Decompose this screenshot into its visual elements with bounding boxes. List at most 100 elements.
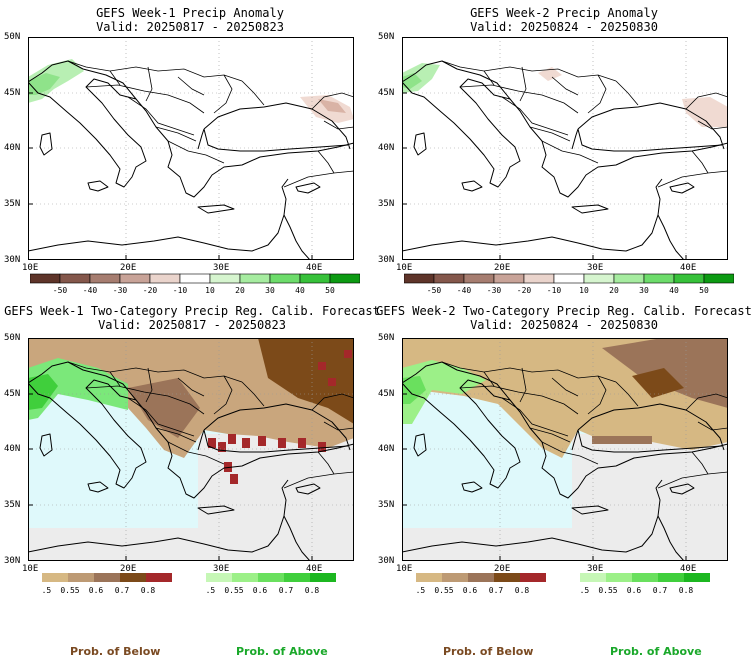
country-border [213,74,233,114]
map-week1-anomaly [28,37,354,260]
latitude-label: 45N [378,389,395,399]
cyprus-island [295,182,321,194]
country-border [85,385,205,415]
country-border [127,397,195,437]
anomaly-color-swatch [89,273,121,284]
anomaly-tick-label: -10 [547,286,562,295]
probability-tick-label: 0.55 [598,586,617,595]
anomaly-tick-label: -50 [427,286,442,295]
longitude-label: 20E [494,564,511,574]
africa-coastline [28,178,289,252]
probability-color-swatch [284,573,310,582]
probability-color-swatch [146,573,172,582]
country-border [459,84,579,114]
anomaly-tick-label: -20 [143,286,158,295]
legend-above-week2: Prob. of Above [610,645,702,658]
below-extreme-cell [218,442,226,452]
prob-above-colorbar-week1: 0.5 0.55 0.6 0.7 0.8 [206,573,336,595]
country-border [657,471,728,489]
panel4-title-text: GEFS Week-2 Two-Category Precip Reg. Cal… [376,304,752,318]
africa-coastline [402,178,663,252]
below-extreme-cell [228,434,236,444]
country-border [241,381,265,407]
cyprus-island [669,182,695,194]
anomaly-color-swatch [493,273,525,284]
longitude-label: 30E [587,564,604,574]
italy-coastline [28,361,147,489]
probability-tick-label: 0.6 [89,586,104,595]
country-border [459,385,579,415]
latitude-label: 45N [378,88,395,98]
panel2-valid-text: Valid: 20250824 - 20250830 [470,20,658,34]
anomaly-tick-label: 20 [235,286,245,295]
probability-color-swatch [206,573,232,582]
anomaly-colorbar-week2: -50 -40 -30 -20 -10 10 20 30 40 50 [404,273,734,295]
anomaly-tick-label: 20 [609,286,619,295]
probability-tick-label: 0.5 [580,586,589,595]
sicily-island [461,481,483,493]
cyprus-island [295,483,321,495]
anomaly-color-swatch [404,273,435,284]
country-border [323,421,354,431]
below-extreme-cell [318,442,326,452]
anomaly-color-swatch [703,273,734,284]
below-extreme-cell [242,438,250,448]
panel3-title: GEFS Week-1 Two-Category Precip Reg. Cal… [2,304,382,332]
above-strong-area [28,374,58,410]
probability-color-swatch [494,573,520,582]
anomaly-color-swatch [583,273,615,284]
probability-color-swatch [94,573,120,582]
africa-no-signal [28,528,354,561]
probability-tick-label: 0.6 [253,586,268,595]
country-border [587,375,607,415]
probability-color-swatch [310,573,336,582]
anomaly-colorbar-week1: -50 -40 -30 -20 -10 10 20 30 40 50 [30,273,360,295]
balkan-anatolia-coastline [135,98,354,198]
longitude-label: 30E [213,263,230,273]
latitude-label: 50N [378,333,395,343]
country-border [145,66,153,102]
country-border [541,140,599,164]
latitude-label: 30N [4,556,21,566]
probability-tick-label: 0.7 [653,586,668,595]
latitude-label: 50N [378,32,395,42]
sardinia-island [39,433,53,457]
probability-color-swatch [42,573,68,582]
longitude-label: 10E [396,564,413,574]
below-extreme-cell [298,438,306,448]
below-extreme-cell [208,438,216,448]
country-border [541,441,599,465]
levant-border [657,515,685,561]
country-border [67,60,243,82]
probability-color-swatch [658,573,684,582]
latitude-label: 45N [4,88,21,98]
anomaly-color-swatch [613,273,645,284]
black-sea-south-coast [203,128,349,152]
probability-color-swatch [68,573,94,582]
anomaly-color-swatch [179,273,211,284]
sicily-island [87,180,109,192]
probability-tick-label: 0.8 [305,586,320,595]
sardinia-island [39,132,53,156]
probability-tick-label: 0.55 [434,586,453,595]
black-sea-south-coast [577,429,723,453]
country-border [441,60,617,82]
map-week2-anomaly [402,37,728,260]
probability-tick-label: 0.8 [141,586,156,595]
anomaly-tick-label: 40 [295,286,305,295]
probability-tick-label: 0.55 [60,586,79,595]
below-extreme-cell [328,378,336,386]
country-border [177,76,205,96]
probability-color-swatch [416,573,442,582]
country-border [323,120,354,130]
latitude-label: 35N [378,199,395,209]
country-border [283,471,354,489]
black-sea-west-coast [197,128,205,150]
black-sea-north-coast [577,403,725,451]
below-extreme-cell [258,436,266,446]
probability-color-swatch [468,573,494,582]
latitude-label: 30N [378,556,395,566]
probability-color-swatch [232,573,258,582]
probability-color-swatch [442,573,468,582]
country-border [441,361,617,383]
